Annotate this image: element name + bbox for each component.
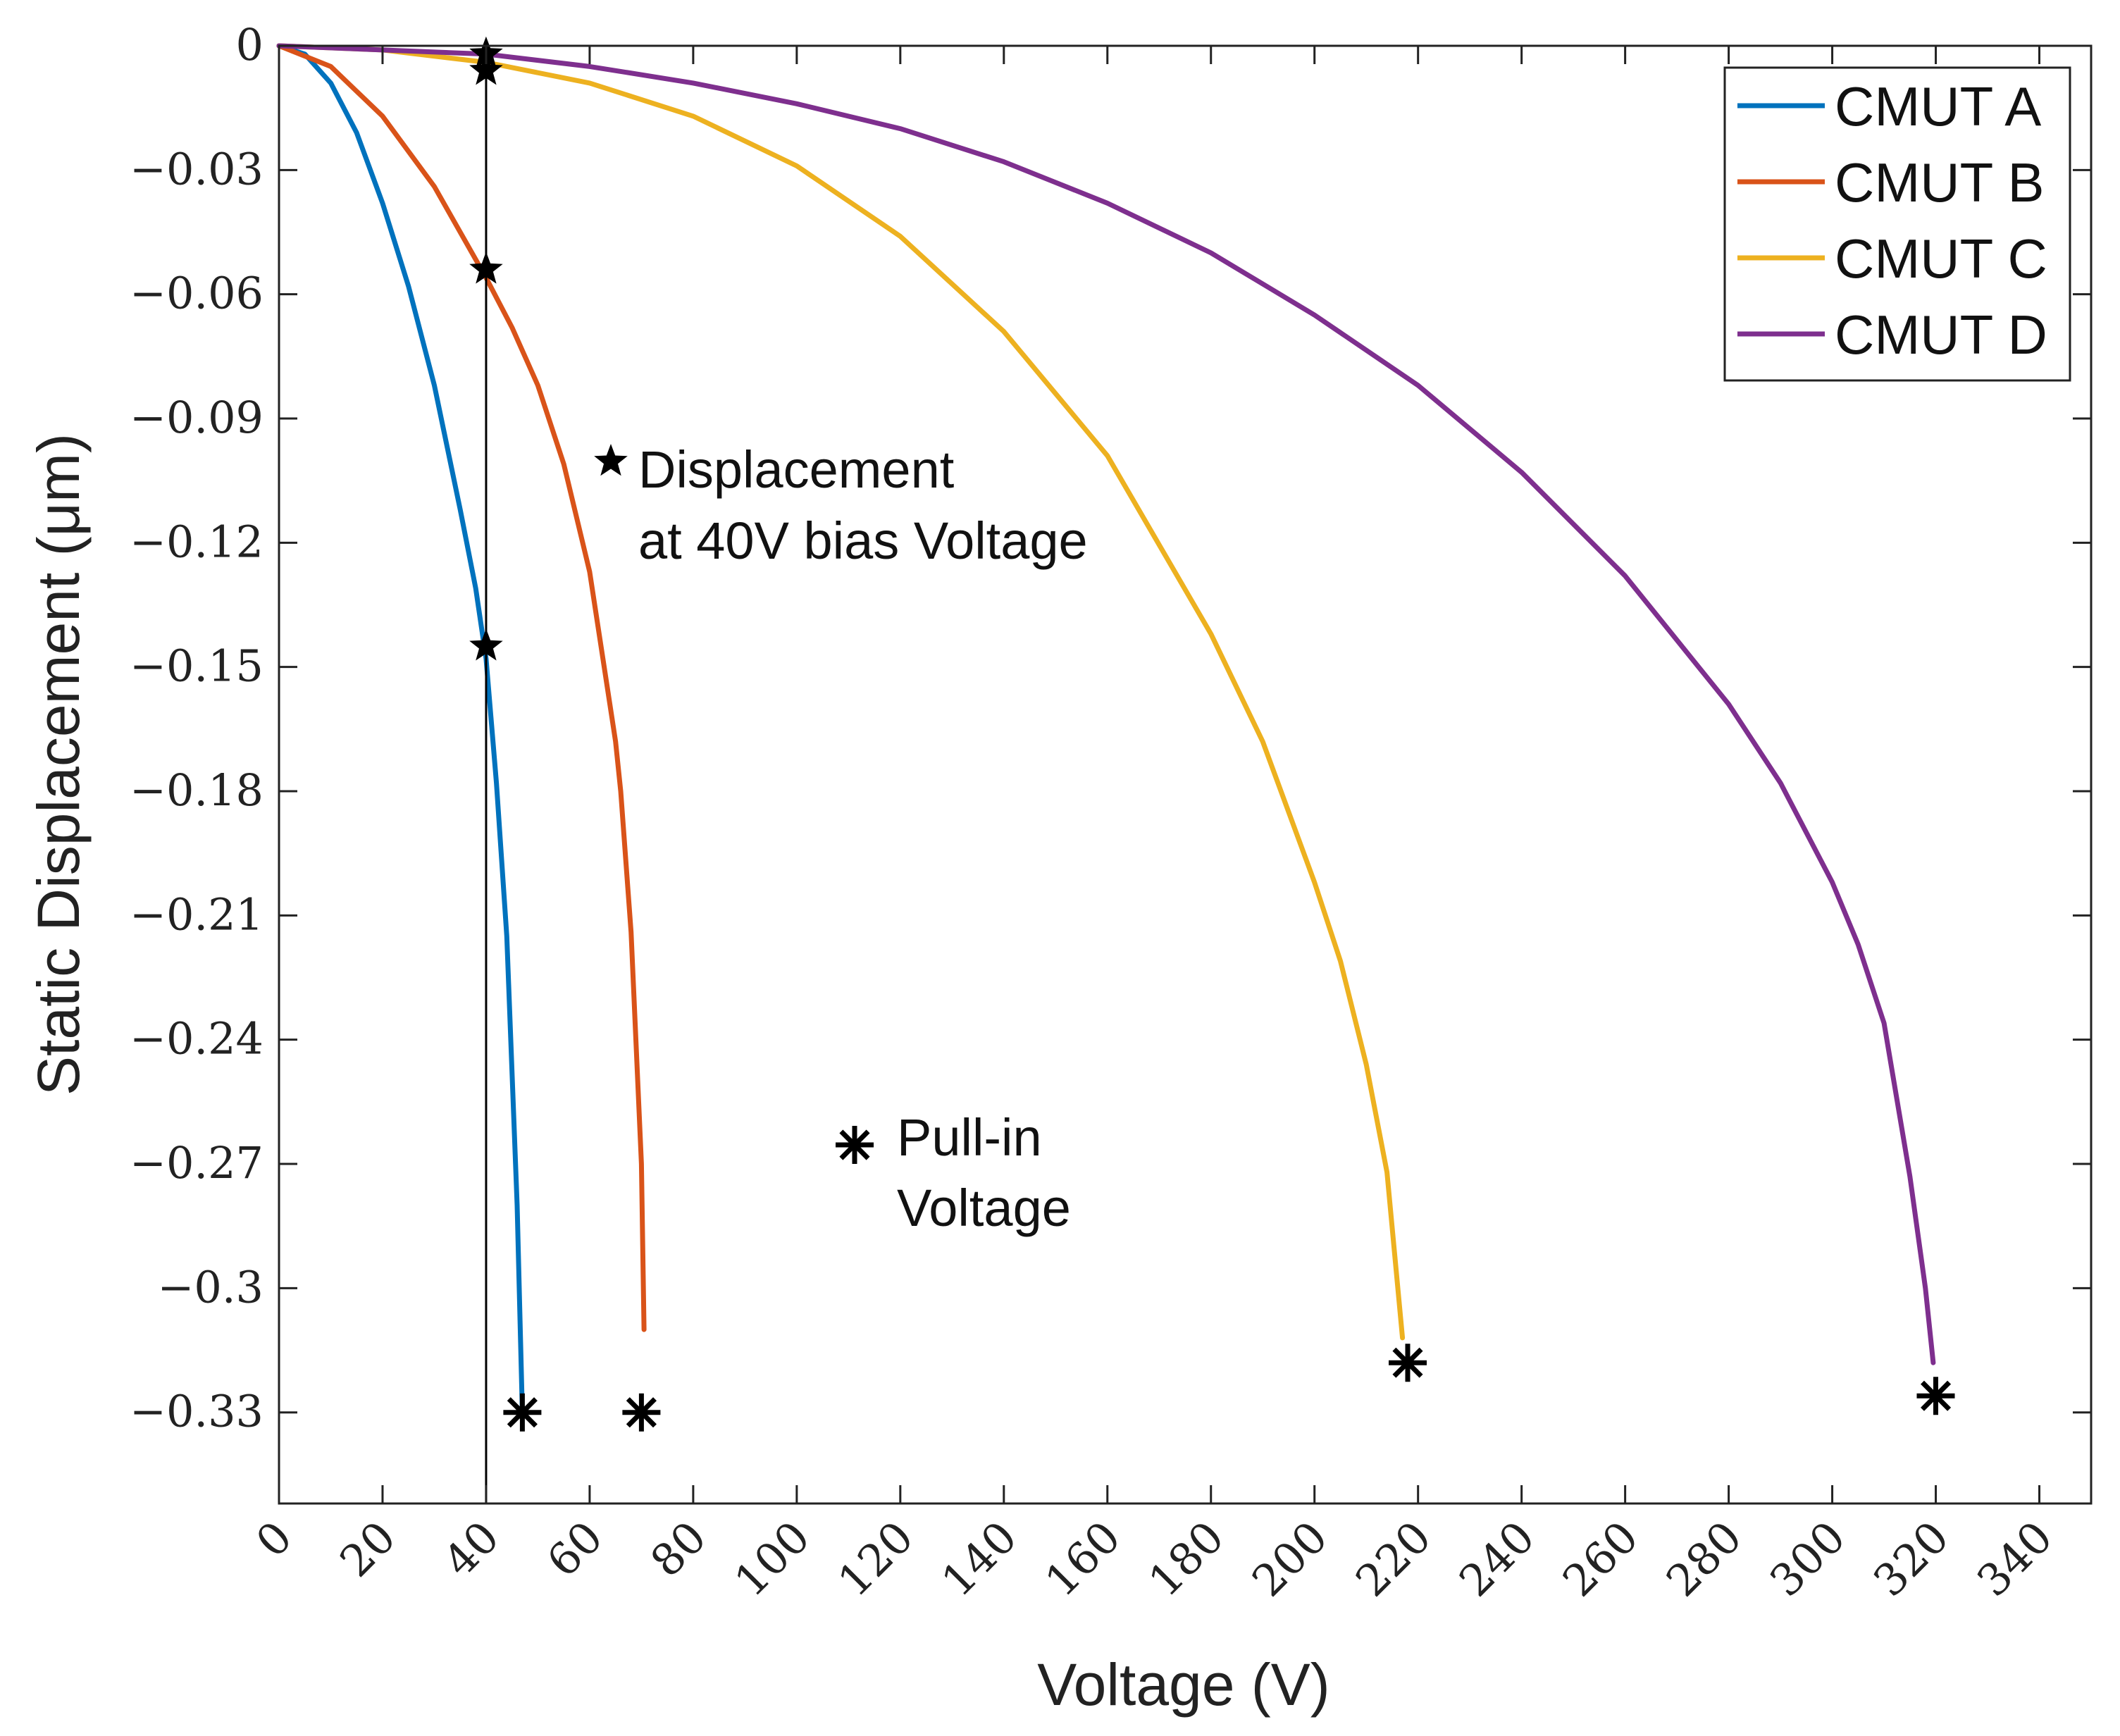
legend-label-cmut-c: CMUT C [1835,228,2047,290]
x-tick-label: 160 [1035,1511,1130,1606]
x-axis-label: Voltage (V) [1037,1651,1330,1718]
y-tick-label: −0.3 [157,1261,264,1313]
y-tick-label: −0.24 [130,1013,264,1065]
pull-in-marker-cmut-c [1389,1344,1427,1382]
legend: CMUT A CMUT B CMUT C CMUT D [1723,66,2071,382]
legend-label-cmut-d: CMUT D [1835,304,2047,366]
x-tick-label: 220 [1346,1511,1441,1606]
y-tick-label: −0.03 [130,143,264,194]
annotation-layer: Displacement at 40V bias Voltage Pull-in… [594,440,1088,1237]
x-tick-label: 340 [1967,1511,2062,1606]
y-tick-label: −0.27 [130,1137,264,1189]
axes-frame [278,44,2093,1505]
pull-in-marker-cmut-b [622,1393,661,1432]
y-tick-label: −0.18 [130,764,264,816]
y-tick-label: −0.15 [130,640,264,692]
y-axis-label: Static Displacement (μm) [25,433,92,1096]
x-tick-label: 240 [1449,1511,1544,1606]
x-tick-label: 280 [1656,1511,1752,1606]
star-marker-cmut-c [469,53,503,85]
asterisk-annotation-symbol [836,1126,874,1164]
x-tick-label: 60 [537,1511,612,1587]
series-line-cmut-a [276,43,525,1415]
x-tick-label: 100 [724,1511,819,1606]
x-tick-label: 140 [931,1511,1027,1606]
x-tick-label: 260 [1553,1511,1648,1606]
x-tick-label: 20 [330,1511,405,1587]
y-tick-label: −0.12 [130,516,264,567]
star-marker-cmut-a [469,628,503,661]
x-tick-label: 120 [828,1511,923,1606]
series-layer [276,43,1936,1504]
pull-in-marker-cmut-a [503,1393,542,1432]
y-tick-label: −0.06 [130,268,264,319]
asterisk-annotation-line-1: Pull-in [897,1108,1042,1167]
series-line-cmut-d [276,43,1936,1365]
x-tick-label: 200 [1242,1511,1337,1606]
legend-label-cmut-a: CMUT A [1835,75,2041,137]
asterisk-annotation-line-2: Voltage [897,1179,1071,1237]
series-line-cmut-c [276,43,1406,1341]
y-tick-label: −0.09 [130,392,264,443]
star-annotation-line-2: at 40V bias Voltage [638,512,1088,570]
series-line-cmut-b [276,43,647,1332]
x-tick-label: 320 [1864,1511,1959,1606]
x-tick-label: 300 [1760,1511,1855,1606]
y-tick-label: 0 [236,19,264,70]
star-annotation-symbol [594,444,628,476]
legend-label-cmut-b: CMUT B [1835,151,2045,213]
x-tick-label: 180 [1139,1511,1234,1606]
star-marker-cmut-b [469,252,503,284]
y-tick-label: −0.33 [130,1386,264,1437]
pull-in-marker-cmut-d [1916,1377,1955,1415]
x-tick-label: 40 [433,1511,509,1587]
star-annotation-line-1: Displacement [638,440,955,499]
legend-box [1723,66,2071,382]
x-tick-label: 0 [246,1511,302,1568]
x-tick-label: 80 [640,1511,716,1587]
y-tick-label: −0.21 [130,888,264,940]
